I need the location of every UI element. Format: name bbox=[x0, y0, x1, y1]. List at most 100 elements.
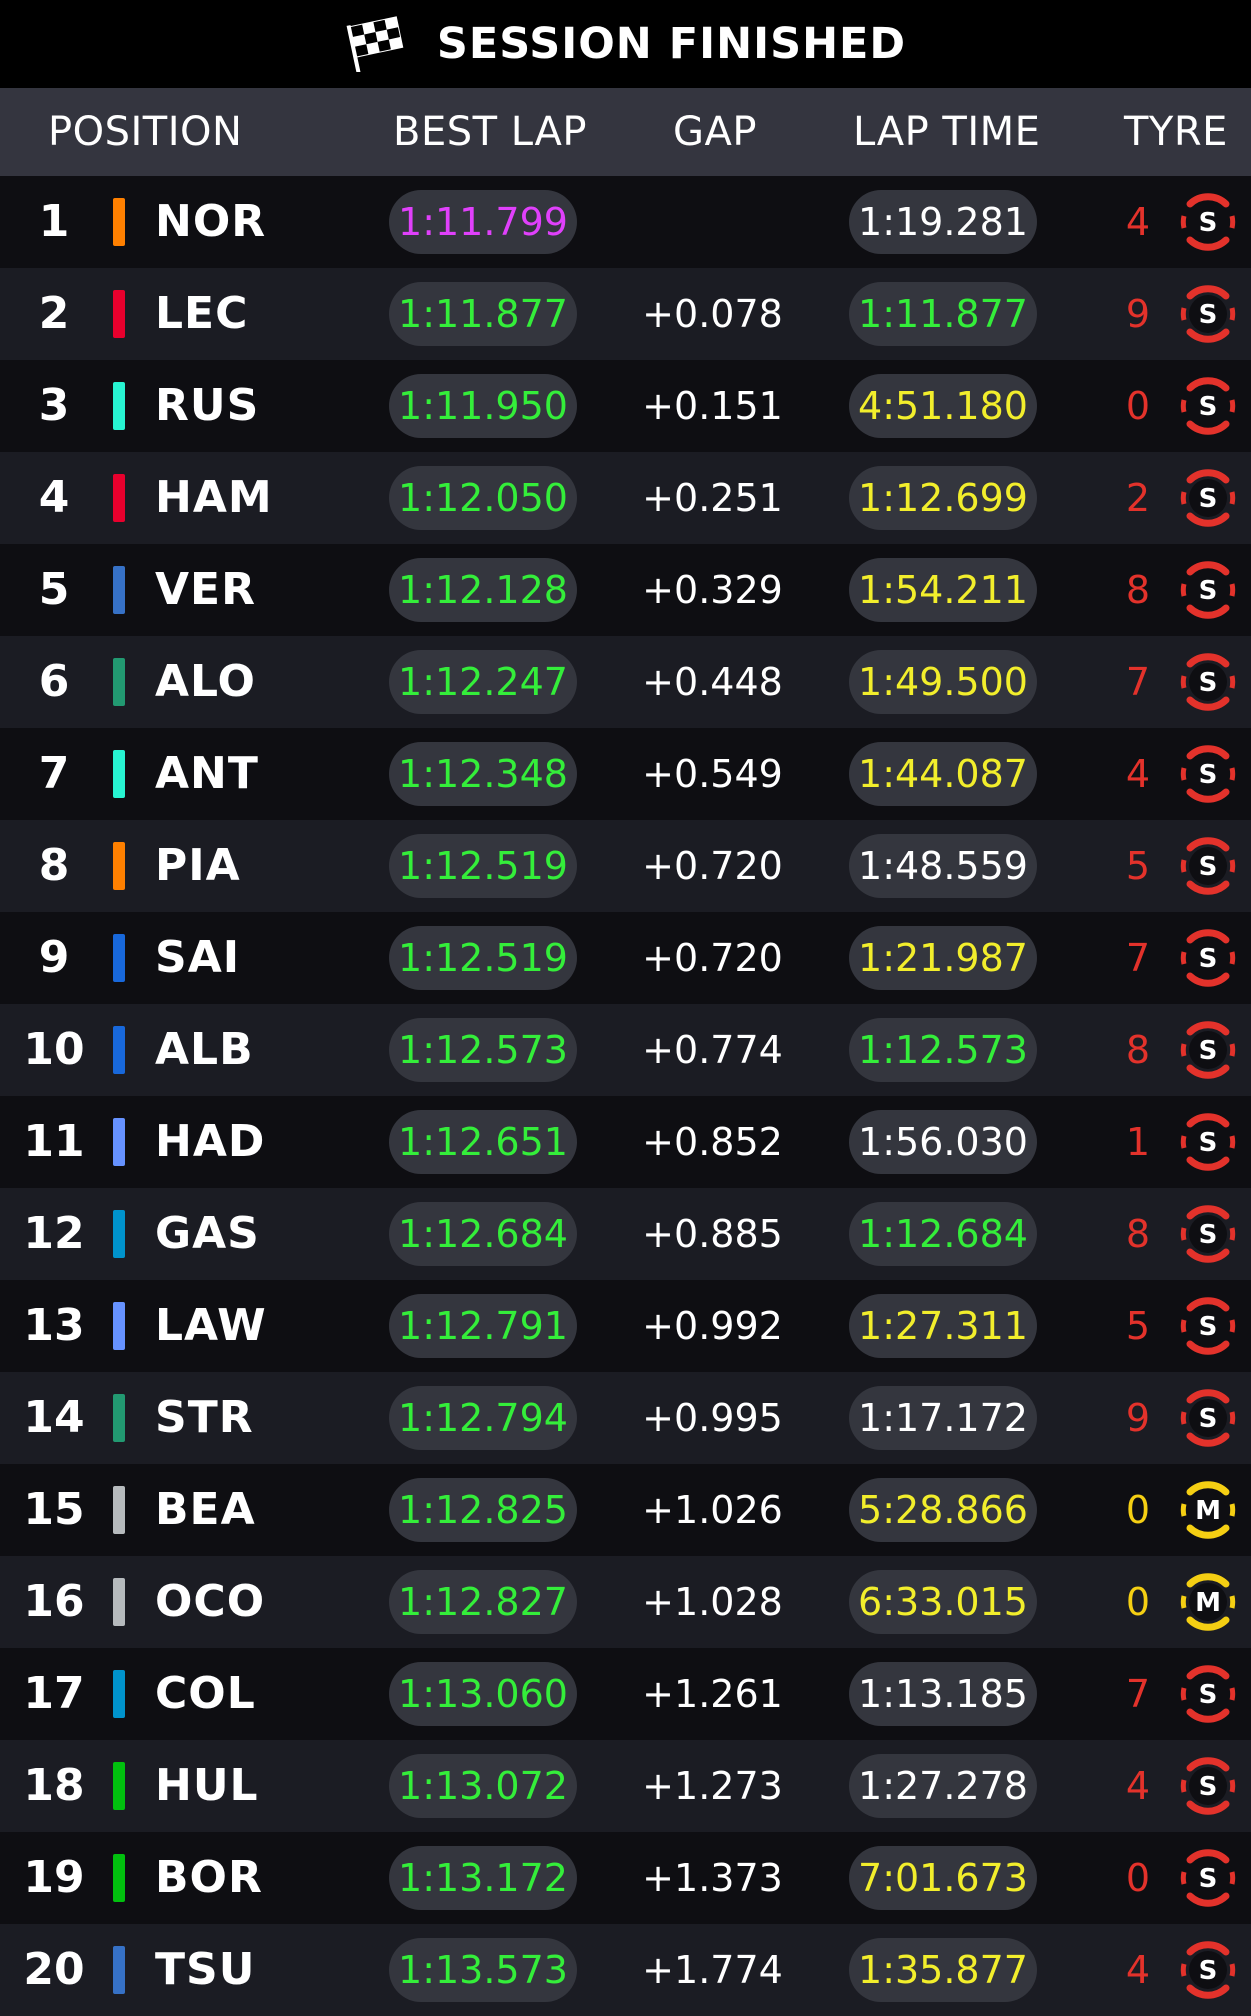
driver-code: ALB bbox=[155, 1024, 254, 1075]
best-lap-time: 1:12.825 bbox=[389, 1478, 577, 1542]
team-color-bar bbox=[113, 1394, 125, 1442]
tyre-age-laps: 8 bbox=[1125, 1212, 1151, 1256]
table-row[interactable]: 19 BOR 1:13.172 +1.373 7:01.673 0 S bbox=[0, 1832, 1251, 1924]
position-number: 7 bbox=[38, 748, 70, 799]
last-lap-time: 1:54.211 bbox=[849, 558, 1037, 622]
table-row[interactable]: 10 ALB 1:12.573 +0.774 1:12.573 8 S bbox=[0, 1004, 1251, 1096]
tyre-age-laps: 4 bbox=[1125, 1764, 1151, 1808]
driver-code: COL bbox=[155, 1668, 256, 1719]
soft-tyre-icon: S bbox=[1180, 1113, 1236, 1171]
tyre-age-laps: 7 bbox=[1125, 660, 1151, 704]
gap-to-leader: +0.448 bbox=[642, 660, 783, 704]
best-lap-time: 1:12.791 bbox=[389, 1294, 577, 1358]
gap-to-leader: +1.774 bbox=[642, 1948, 783, 1992]
table-row[interactable]: 9 SAI 1:12.519 +0.720 1:21.987 7 S bbox=[0, 912, 1251, 1004]
tyre-compound-letter: S bbox=[1199, 576, 1218, 606]
team-color-bar bbox=[113, 1946, 125, 1994]
soft-tyre-icon: S bbox=[1180, 1297, 1236, 1355]
soft-tyre-icon: S bbox=[1180, 1021, 1236, 1079]
table-row[interactable]: 8 PIA 1:12.519 +0.720 1:48.559 5 S bbox=[0, 820, 1251, 912]
table-row[interactable]: 5 VER 1:12.128 +0.329 1:54.211 8 S bbox=[0, 544, 1251, 636]
position-number: 20 bbox=[23, 1944, 85, 1995]
last-lap-time: 1:49.500 bbox=[849, 650, 1037, 714]
last-lap-time: 1:12.699 bbox=[849, 466, 1037, 530]
tyre-compound-letter: S bbox=[1199, 300, 1218, 330]
tyre-age-laps: 5 bbox=[1125, 844, 1151, 888]
column-header-best-lap: BEST LAP bbox=[393, 109, 587, 155]
team-color-bar bbox=[113, 382, 125, 430]
gap-to-leader: +1.028 bbox=[642, 1580, 783, 1624]
tyre-age-laps: 2 bbox=[1125, 476, 1151, 520]
gap-to-leader: +0.720 bbox=[642, 844, 783, 888]
last-lap-time: 1:27.278 bbox=[849, 1754, 1037, 1818]
table-row[interactable]: 11 HAD 1:12.651 +0.852 1:56.030 1 S bbox=[0, 1096, 1251, 1188]
table-row[interactable]: 7 ANT 1:12.348 +0.549 1:44.087 4 S bbox=[0, 728, 1251, 820]
table-row[interactable]: 6 ALO 1:12.247 +0.448 1:49.500 7 S bbox=[0, 636, 1251, 728]
driver-code: GAS bbox=[155, 1208, 260, 1259]
table-row[interactable]: 18 HUL 1:13.072 +1.273 1:27.278 4 S bbox=[0, 1740, 1251, 1832]
soft-tyre-icon: S bbox=[1180, 1665, 1236, 1723]
position-number: 19 bbox=[23, 1852, 85, 1903]
position-number: 1 bbox=[38, 196, 70, 247]
driver-code: NOR bbox=[155, 196, 267, 247]
gap-to-leader: +0.774 bbox=[642, 1028, 783, 1072]
gap-to-leader: +0.251 bbox=[642, 476, 783, 520]
tyre-age-laps: 4 bbox=[1125, 752, 1151, 796]
tyre-compound-letter: S bbox=[1199, 1220, 1218, 1250]
team-color-bar bbox=[113, 566, 125, 614]
table-row[interactable]: 20 TSU 1:13.573 +1.774 1:35.877 4 S bbox=[0, 1924, 1251, 2016]
team-color-bar bbox=[113, 934, 125, 982]
gap-to-leader: +0.329 bbox=[642, 568, 783, 612]
position-number: 18 bbox=[23, 1760, 85, 1811]
table-row[interactable]: 14 STR 1:12.794 +0.995 1:17.172 9 S bbox=[0, 1372, 1251, 1464]
table-row[interactable]: 16 OCO 1:12.827 +1.028 6:33.015 0 M bbox=[0, 1556, 1251, 1648]
table-row[interactable]: 13 LAW 1:12.791 +0.992 1:27.311 5 S bbox=[0, 1280, 1251, 1372]
best-lap-time: 1:12.348 bbox=[389, 742, 577, 806]
table-row[interactable]: 15 BEA 1:12.825 +1.026 5:28.866 0 M bbox=[0, 1464, 1251, 1556]
last-lap-time: 1:56.030 bbox=[849, 1110, 1037, 1174]
driver-code: HAM bbox=[155, 472, 273, 523]
position-number: 2 bbox=[38, 288, 70, 339]
tyre-compound-letter: S bbox=[1199, 1864, 1218, 1894]
best-lap-time: 1:13.060 bbox=[389, 1662, 577, 1726]
best-lap-time: 1:12.519 bbox=[389, 834, 577, 898]
last-lap-time: 1:48.559 bbox=[849, 834, 1037, 898]
tyre-age-laps: 7 bbox=[1125, 936, 1151, 980]
table-row[interactable]: 12 GAS 1:12.684 +0.885 1:12.684 8 S bbox=[0, 1188, 1251, 1280]
driver-code: HAD bbox=[155, 1116, 266, 1167]
tyre-age-laps: 0 bbox=[1125, 1856, 1151, 1900]
driver-code: STR bbox=[155, 1392, 254, 1443]
tyre-age-laps: 5 bbox=[1125, 1304, 1151, 1348]
last-lap-time: 1:44.087 bbox=[849, 742, 1037, 806]
tyre-age-laps: 9 bbox=[1125, 292, 1151, 336]
driver-code: BOR bbox=[155, 1852, 263, 1903]
best-lap-time: 1:12.684 bbox=[389, 1202, 577, 1266]
table-row[interactable]: 3 RUS 1:11.950 +0.151 4:51.180 0 S bbox=[0, 360, 1251, 452]
last-lap-time: 1:12.573 bbox=[849, 1018, 1037, 1082]
position-number: 13 bbox=[23, 1300, 85, 1351]
session-banner: SESSION FINISHED bbox=[0, 0, 1251, 88]
medium-tyre-icon: M bbox=[1180, 1573, 1236, 1631]
tyre-compound-letter: S bbox=[1199, 1772, 1218, 1802]
last-lap-time: 1:27.311 bbox=[849, 1294, 1037, 1358]
gap-to-leader: +0.078 bbox=[642, 292, 783, 336]
tyre-compound-letter: S bbox=[1199, 1404, 1218, 1434]
best-lap-time: 1:13.072 bbox=[389, 1754, 577, 1818]
best-lap-time: 1:12.128 bbox=[389, 558, 577, 622]
tyre-compound-letter: S bbox=[1199, 1036, 1218, 1066]
table-row[interactable]: 1 NOR 1:11.799 1:19.281 4 S bbox=[0, 176, 1251, 268]
tyre-age-laps: 8 bbox=[1125, 568, 1151, 612]
table-row[interactable]: 17 COL 1:13.060 +1.261 1:13.185 7 S bbox=[0, 1648, 1251, 1740]
last-lap-time: 1:11.877 bbox=[849, 282, 1037, 346]
team-color-bar bbox=[113, 658, 125, 706]
table-header: POSITION BEST LAP GAP LAP TIME TYRE bbox=[0, 88, 1251, 176]
results-table: 1 NOR 1:11.799 1:19.281 4 S 2 LEC 1:11.877 +0.078… bbox=[0, 176, 1251, 2016]
column-header-tyre: TYRE bbox=[1124, 109, 1228, 155]
team-color-bar bbox=[113, 474, 125, 522]
table-row[interactable]: 4 HAM 1:12.050 +0.251 1:12.699 2 S bbox=[0, 452, 1251, 544]
table-row[interactable]: 2 LEC 1:11.877 +0.078 1:11.877 9 S bbox=[0, 268, 1251, 360]
driver-code: SAI bbox=[155, 932, 241, 983]
soft-tyre-icon: S bbox=[1180, 1849, 1236, 1907]
position-number: 16 bbox=[23, 1576, 85, 1627]
team-color-bar bbox=[113, 1302, 125, 1350]
